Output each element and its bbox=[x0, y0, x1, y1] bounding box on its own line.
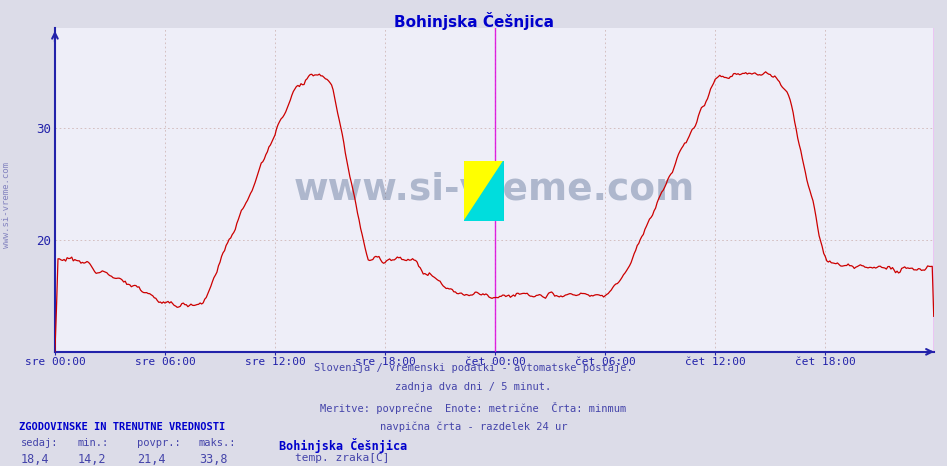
Text: 18,4: 18,4 bbox=[21, 453, 49, 466]
Text: zadnja dva dni / 5 minut.: zadnja dva dni / 5 minut. bbox=[396, 382, 551, 392]
Text: Bohinjska Češnjica: Bohinjska Češnjica bbox=[279, 438, 407, 453]
Text: temp. zraka[C]: temp. zraka[C] bbox=[295, 453, 390, 463]
Text: maks.:: maks.: bbox=[199, 438, 237, 448]
Text: 33,8: 33,8 bbox=[199, 453, 227, 466]
Text: 21,4: 21,4 bbox=[137, 453, 166, 466]
Text: povpr.:: povpr.: bbox=[137, 438, 181, 448]
Text: ZGODOVINSKE IN TRENUTNE VREDNOSTI: ZGODOVINSKE IN TRENUTNE VREDNOSTI bbox=[19, 422, 225, 432]
Text: www.si-vreme.com: www.si-vreme.com bbox=[294, 172, 695, 208]
Text: Slovenija / vremenski podatki - avtomatske postaje.: Slovenija / vremenski podatki - avtomats… bbox=[314, 363, 633, 372]
Text: min.:: min.: bbox=[78, 438, 109, 448]
Text: navpična črta - razdelek 24 ur: navpična črta - razdelek 24 ur bbox=[380, 421, 567, 432]
Text: www.si-vreme.com: www.si-vreme.com bbox=[2, 162, 11, 248]
Polygon shape bbox=[464, 161, 504, 221]
Text: Bohinjska Češnjica: Bohinjska Češnjica bbox=[394, 12, 553, 30]
Text: 14,2: 14,2 bbox=[78, 453, 106, 466]
Text: Meritve: povprečne  Enote: metrične  Črta: minmum: Meritve: povprečne Enote: metrične Črta:… bbox=[320, 402, 627, 414]
Polygon shape bbox=[464, 161, 504, 221]
Text: sedaj:: sedaj: bbox=[21, 438, 59, 448]
